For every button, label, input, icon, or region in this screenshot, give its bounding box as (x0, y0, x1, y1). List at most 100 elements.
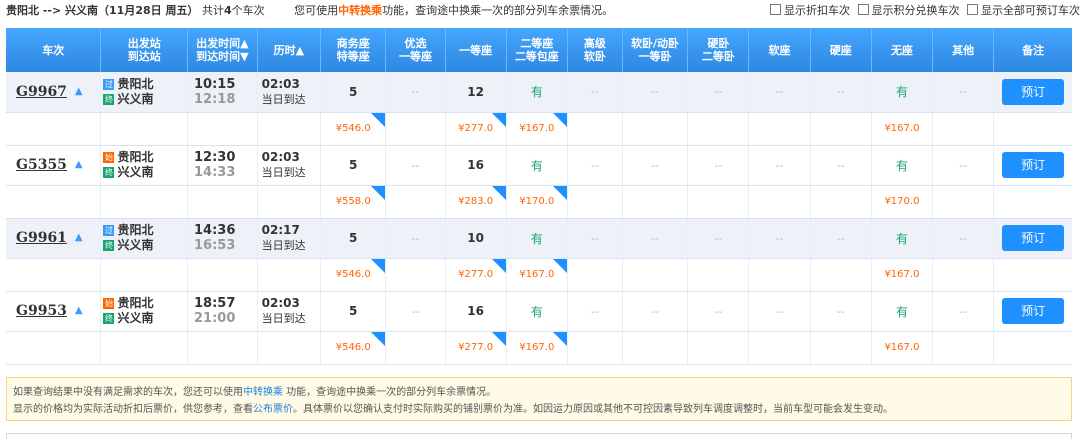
train-number-link[interactable]: G9961 (16, 230, 67, 246)
adv-soft-sleeper-count: -- (566, 145, 623, 186)
first-class-count: 16 (444, 145, 507, 186)
price-empty (187, 112, 258, 146)
book-button[interactable]: 预订 (1002, 225, 1065, 251)
duration-cell: 02:03 当日到达 (256, 145, 321, 186)
to-station-badge: 终 (103, 313, 115, 324)
duration: 02:03 (261, 76, 300, 91)
hard-sleeper-price (687, 112, 749, 146)
show-all-checkbox[interactable] (967, 4, 978, 15)
train-number-link[interactable]: G5355 (16, 157, 67, 173)
second-class-price: ¥167.0 (505, 258, 568, 292)
premium-price (385, 112, 446, 146)
duration: 02:03 (261, 296, 300, 310)
train-row: G9967 ▲ 过贵阳北终兴义南 10:15 12:18 02:03 当日到达 5 -- 12 有 -… (6, 72, 1072, 113)
price-row: ¥546.0 ¥277.0 ¥167.0 ¥167.0 (6, 258, 1072, 292)
second-class-price: ¥170.0 (505, 185, 568, 219)
other-price (932, 112, 994, 146)
transfer-link[interactable]: 中转换乘 (338, 4, 383, 17)
other-seat-count: -- (932, 291, 994, 332)
col-station: 出发站 到达站 (100, 28, 188, 72)
discount-corner-icon (371, 258, 386, 273)
col-business: 商务座 特等座 (319, 28, 386, 72)
show-points-option[interactable]: 显示积分兑换车次 (857, 4, 960, 17)
soft-seat-price (748, 112, 811, 146)
hard-seat-price (809, 258, 872, 292)
business-price: ¥558.0 (319, 185, 386, 219)
premium-price (385, 185, 446, 219)
business-seat-count: 5 (319, 218, 386, 259)
train-number-cell: G9967 ▲ (6, 72, 101, 113)
station-cell: 过贵阳北终兴义南 (100, 218, 188, 259)
show-discount-option[interactable]: 显示折扣车次 (770, 4, 850, 17)
train-count: 共计4个车次 (201, 4, 265, 17)
expand-stops-icon[interactable]: ▲ (74, 305, 83, 316)
col-other: 其他 (932, 28, 994, 72)
col-time-sort[interactable]: 出发时间▲ 到达时间▼ (187, 28, 258, 72)
query-summary-bar: 贵阳北 --> 兴义南（11月28日 周五） 共计4个车次 您可使用中转换乘功能… (0, 0, 1080, 22)
col-no-seat: 无座 (870, 28, 933, 72)
price-empty (256, 258, 321, 292)
soft-seat-count: -- (748, 218, 811, 259)
transfer-tip: 您可使用中转换乘功能，查询途中换乘一次的部分列车余票情况。 (294, 4, 614, 17)
time-cell: 12:30 14:33 (187, 145, 258, 186)
soft-sleeper-price (621, 185, 688, 219)
hard-sleeper-price (687, 185, 749, 219)
adv-soft-price (566, 331, 623, 365)
train-number-cell: G5355 ▲ (6, 145, 101, 186)
show-points-checkbox[interactable] (857, 4, 869, 15)
hard-seat-price (809, 331, 872, 365)
discount-corner-icon (552, 112, 567, 127)
discount-corner-icon (552, 331, 567, 346)
col-train: 车次 (6, 28, 101, 72)
expand-stops-icon[interactable]: ▲ (74, 85, 83, 97)
arrival-time: 14:33 (194, 165, 236, 180)
duration-cell: 02:17 当日到达 (256, 218, 321, 259)
price-empty (6, 185, 101, 219)
show-all-option[interactable]: 显示全部可预订车次 (967, 4, 1080, 17)
book-button[interactable]: 预订 (1002, 298, 1065, 324)
discount-corner-icon (491, 112, 506, 127)
col-soft-sleeper: 软卧/动卧 一等卧 (621, 28, 688, 72)
hard-sleeper-count: -- (687, 72, 749, 113)
notice-fare-link[interactable]: 公布票价 (253, 404, 293, 415)
premium-price (385, 331, 446, 365)
expand-stops-icon[interactable]: ▲ (74, 159, 83, 170)
hard-sleeper-count: -- (687, 291, 749, 332)
train-number-link[interactable]: G9953 (16, 303, 67, 319)
soft-sleeper-count: -- (621, 291, 688, 332)
notice-transfer-link[interactable]: 中转换乘 (243, 387, 283, 398)
station-cell: 始贵阳北终兴义南 (100, 145, 188, 186)
show-discount-checkbox[interactable] (770, 4, 781, 15)
to-station: 兴义南 (117, 238, 154, 252)
book-button[interactable]: 预订 (1002, 78, 1065, 105)
price-empty (187, 258, 258, 292)
adv-soft-sleeper-count: -- (566, 72, 623, 113)
second-class-price: ¥167.0 (505, 331, 568, 365)
expand-stops-icon[interactable]: ▲ (74, 232, 83, 243)
next-panel-edge (6, 433, 1072, 439)
no-seat-count: 有 (870, 291, 933, 332)
price-row: ¥546.0 ¥277.0 ¥167.0 ¥167.0 (6, 331, 1072, 365)
no-seat-price: ¥167.0 (870, 331, 933, 365)
arrive-day: 当日到达 (261, 239, 306, 252)
price-empty (256, 185, 321, 219)
col-soft-adv: 高级 软卧 (566, 28, 623, 72)
no-seat-count: 有 (870, 218, 933, 259)
soft-seat-count: -- (748, 72, 811, 113)
from-station-badge: 始 (103, 298, 115, 309)
col-duration-sort[interactable]: 历时▲ (256, 28, 321, 72)
book-button[interactable]: 预订 (1002, 152, 1065, 178)
from-station: 贵阳北 (117, 223, 154, 237)
arrive-day: 当日到达 (261, 312, 306, 325)
to-station: 兴义南 (117, 91, 154, 106)
soft-sleeper-price (621, 331, 688, 365)
price-empty (256, 112, 321, 146)
departure-time: 14:36 (194, 223, 236, 238)
to-station: 兴义南 (117, 311, 154, 325)
other-price (932, 185, 994, 219)
train-number-link[interactable]: G9967 (16, 83, 67, 100)
no-seat-price: ¥167.0 (870, 258, 933, 292)
price-row: ¥546.0 ¥277.0 ¥167.0 ¥167.0 (6, 112, 1072, 146)
duration: 02:03 (261, 150, 300, 164)
col-first: 一等座 (444, 28, 507, 72)
